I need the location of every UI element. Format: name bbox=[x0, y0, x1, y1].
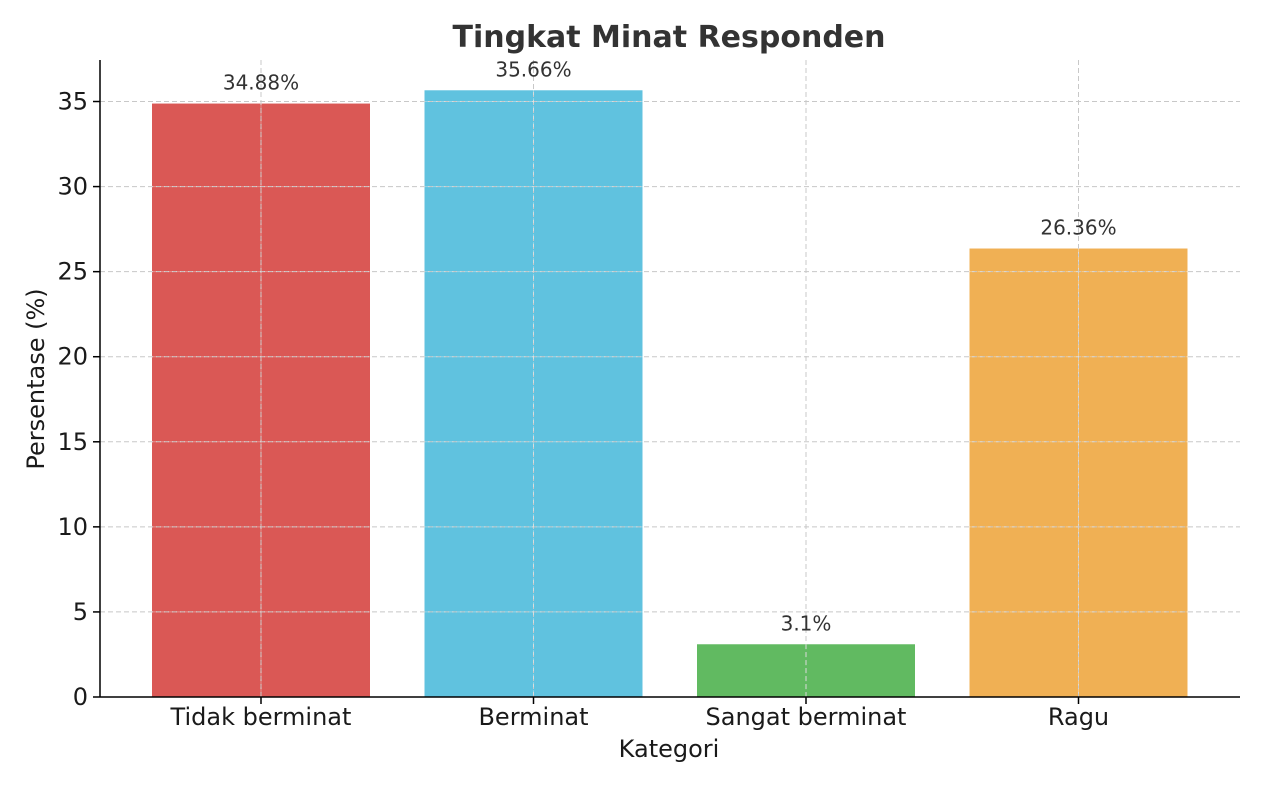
bars bbox=[152, 90, 1188, 698]
x-tick-label: Sangat berminat bbox=[706, 703, 907, 731]
axes bbox=[99, 60, 1240, 698]
y-tick-label: 0 bbox=[73, 683, 88, 711]
x-axis-label: Kategori bbox=[619, 735, 720, 763]
y-tick-label: 35 bbox=[57, 88, 88, 116]
data-labels: 34.88% 35.66% 3.1% 26.36% bbox=[223, 57, 1117, 635]
x-tick-label: Ragu bbox=[1048, 703, 1109, 731]
data-label: 26.36% bbox=[1040, 216, 1116, 240]
chart-title: Tingkat Minat Responden bbox=[452, 20, 885, 55]
x-ticks: Tidak berminat Berminat Sangat berminat Rag… bbox=[170, 697, 1109, 731]
y-ticks: 0 5 10 15 20 25 30 35 bbox=[57, 88, 100, 711]
y-tick-label: 25 bbox=[57, 258, 88, 286]
y-axis-label: Persentase (%) bbox=[22, 288, 50, 469]
x-tick-label: Tidak berminat bbox=[170, 703, 352, 731]
y-tick-label: 20 bbox=[57, 343, 88, 371]
x-tick-label: Berminat bbox=[478, 703, 588, 731]
data-label: 34.88% bbox=[223, 71, 299, 95]
data-label: 3.1% bbox=[781, 611, 832, 635]
data-label: 35.66% bbox=[495, 57, 571, 81]
y-tick-label: 30 bbox=[57, 173, 88, 201]
grid bbox=[100, 60, 1240, 697]
y-tick-label: 10 bbox=[57, 513, 88, 541]
y-tick-label: 5 bbox=[73, 598, 88, 626]
y-tick-label: 15 bbox=[57, 428, 88, 456]
